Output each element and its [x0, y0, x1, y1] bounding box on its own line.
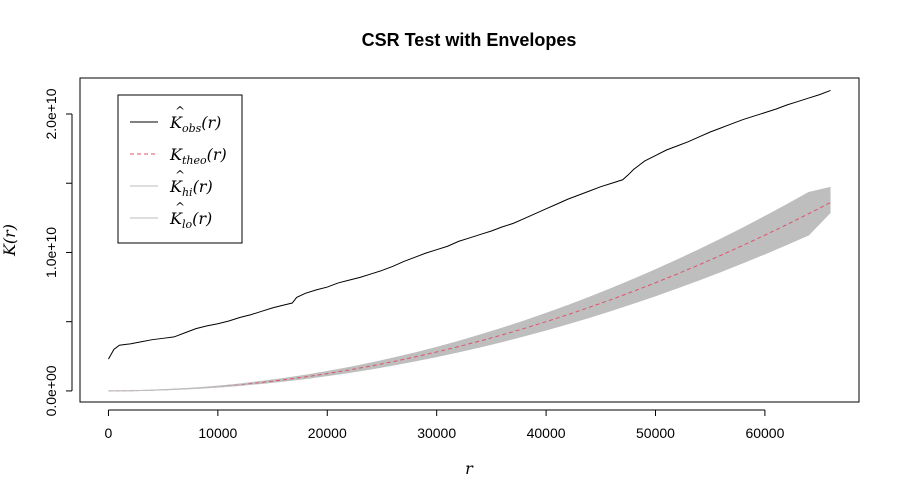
chart-title: CSR Test with Envelopes — [362, 30, 577, 50]
legend-hat-mark: ^ — [175, 104, 185, 118]
x-tick-label: 0 — [105, 425, 113, 441]
x-tick-label: 30000 — [417, 425, 456, 441]
legend-label-theo: Ktheo(r) — [169, 145, 227, 167]
series-line-hi — [108, 186, 831, 392]
x-axis: 0 10000 20000 30000 40000 50000 60000 — [105, 409, 785, 441]
legend-label-obs: Kobs(r) — [169, 113, 221, 135]
series-line-lo — [108, 211, 831, 392]
legend: Kobs(r)^Ktheo(r)Khi(r)^Klo(r)^ — [117, 94, 243, 244]
x-axis-label: r — [465, 459, 474, 478]
legend-hat-mark: ^ — [175, 168, 185, 182]
x-tick-label: 10000 — [198, 425, 237, 441]
x-tick-label: 40000 — [527, 425, 566, 441]
plot-frame — [79, 77, 860, 403]
y-axis: 0.0e+00 1.0e+10 2.0e+10 — [43, 88, 73, 416]
y-tick-label: 0.0e+00 — [43, 365, 59, 416]
legend-hat-mark: ^ — [175, 200, 185, 214]
legend-label-hi: Khi(r) — [169, 177, 213, 199]
x-tick-label: 20000 — [308, 425, 347, 441]
x-tick-label: 50000 — [636, 425, 675, 441]
y-tick-label: 2.0e+10 — [43, 88, 59, 139]
y-axis-label: K(r) — [0, 224, 19, 257]
x-tick-label: 60000 — [745, 425, 784, 441]
y-tick-label: 1.0e+10 — [43, 227, 59, 278]
legend-label-lo: Klo(r) — [169, 209, 212, 231]
series-line-theo — [108, 201, 831, 392]
series-line-obs — [108, 89, 831, 360]
series-layer — [108, 89, 831, 392]
